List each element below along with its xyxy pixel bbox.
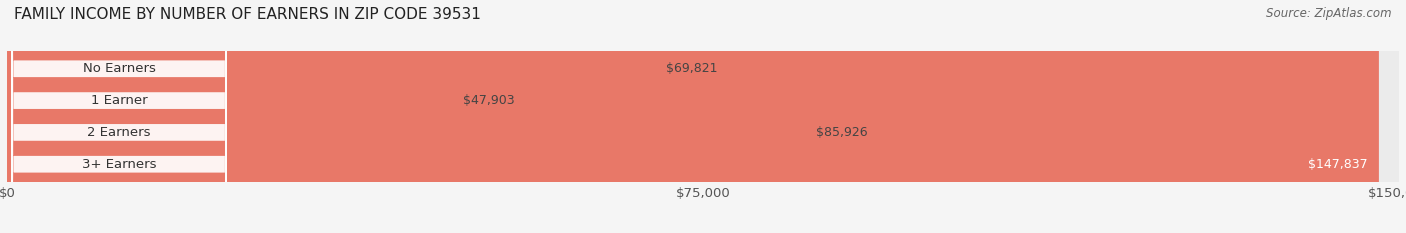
FancyBboxPatch shape xyxy=(11,0,226,233)
FancyBboxPatch shape xyxy=(11,0,226,233)
FancyBboxPatch shape xyxy=(11,0,226,233)
Text: 2 Earners: 2 Earners xyxy=(87,126,150,139)
Text: Source: ZipAtlas.com: Source: ZipAtlas.com xyxy=(1267,7,1392,20)
FancyBboxPatch shape xyxy=(7,0,1399,233)
Text: $69,821: $69,821 xyxy=(666,62,717,75)
Text: 1 Earner: 1 Earner xyxy=(91,94,148,107)
Text: $147,837: $147,837 xyxy=(1308,158,1368,171)
FancyBboxPatch shape xyxy=(7,0,1399,233)
FancyBboxPatch shape xyxy=(7,0,1399,233)
FancyBboxPatch shape xyxy=(7,0,1399,233)
Text: No Earners: No Earners xyxy=(83,62,156,75)
FancyBboxPatch shape xyxy=(7,0,1379,233)
Text: FAMILY INCOME BY NUMBER OF EARNERS IN ZIP CODE 39531: FAMILY INCOME BY NUMBER OF EARNERS IN ZI… xyxy=(14,7,481,22)
FancyBboxPatch shape xyxy=(0,0,703,233)
FancyBboxPatch shape xyxy=(7,0,804,233)
FancyBboxPatch shape xyxy=(0,0,703,233)
Text: $85,926: $85,926 xyxy=(815,126,868,139)
Text: $47,903: $47,903 xyxy=(463,94,515,107)
FancyBboxPatch shape xyxy=(11,0,226,233)
Text: 3+ Earners: 3+ Earners xyxy=(82,158,156,171)
